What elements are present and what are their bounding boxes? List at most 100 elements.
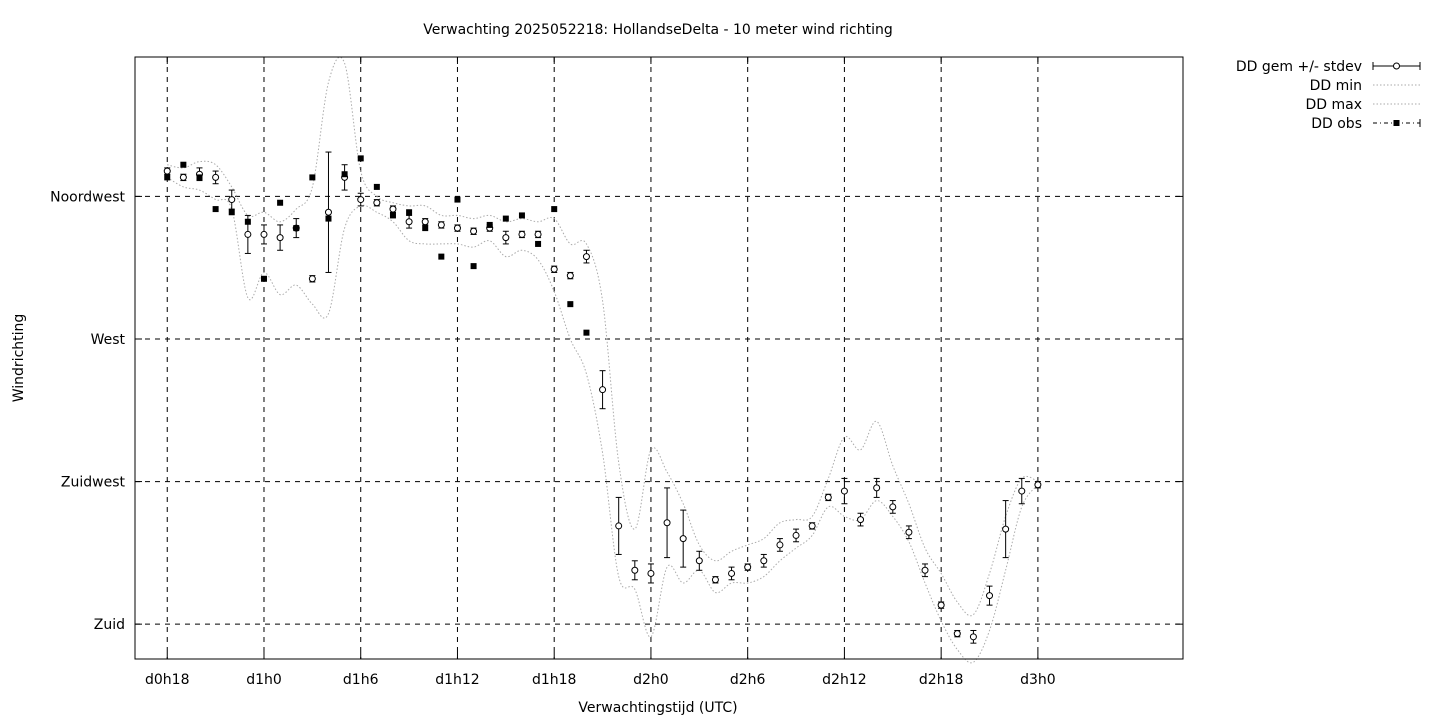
x-tick-label: d1h0 bbox=[246, 672, 282, 688]
mean-marker bbox=[744, 563, 752, 571]
obs-marker bbox=[551, 206, 558, 213]
x-axis-label: Verwachtingstijd (UTC) bbox=[578, 700, 737, 716]
mean-marker bbox=[502, 234, 510, 242]
legend-label: DD gem +/- stdev bbox=[1236, 59, 1362, 75]
obs-marker bbox=[502, 215, 509, 222]
mean-point bbox=[582, 249, 590, 264]
obs-marker bbox=[373, 183, 380, 190]
mean-point bbox=[953, 629, 961, 638]
y-tick-label: Zuid bbox=[94, 617, 125, 633]
mean-marker bbox=[824, 493, 832, 501]
mean-marker bbox=[518, 230, 526, 238]
legend-label: DD obs bbox=[1311, 116, 1362, 132]
mean-point bbox=[357, 192, 365, 207]
y-tick-label: Zuidwest bbox=[61, 475, 126, 491]
mean-point bbox=[163, 167, 171, 175]
x-axis-ticks: d0h18 d1h0 d1h6 d1h12 d1h18 d2h0 d2h6 d2h12 d2h1… bbox=[145, 57, 1056, 688]
mean-marker bbox=[647, 569, 655, 577]
mean-marker bbox=[857, 516, 865, 524]
mean-marker bbox=[534, 230, 542, 238]
mean-marker bbox=[663, 519, 671, 527]
mean-marker bbox=[615, 522, 623, 530]
mean-point bbox=[453, 224, 461, 232]
mean-marker bbox=[808, 522, 816, 530]
mean-point bbox=[663, 487, 671, 559]
mean-point bbox=[212, 170, 220, 185]
mean-stdev-series bbox=[163, 151, 1042, 644]
mean-marker bbox=[711, 576, 719, 584]
mean-point bbox=[792, 528, 800, 543]
x-tick-label: d3h0 bbox=[1020, 672, 1056, 688]
mean-point bbox=[857, 512, 865, 527]
mean-point bbox=[905, 525, 913, 540]
mean-marker bbox=[953, 630, 961, 638]
mean-marker bbox=[373, 199, 381, 207]
mean-point bbox=[179, 173, 187, 182]
mean-point bbox=[566, 271, 574, 280]
legend: DD gem +/- stdev DD min DD max DD obs bbox=[1236, 59, 1421, 132]
x-tick-label: d1h12 bbox=[435, 672, 479, 688]
obs-marker bbox=[486, 221, 493, 228]
mean-point bbox=[308, 275, 316, 283]
mean-marker bbox=[1034, 481, 1042, 489]
mean-marker bbox=[566, 272, 574, 280]
mean-point bbox=[647, 563, 655, 584]
mean-marker bbox=[1018, 487, 1026, 495]
mean-marker bbox=[937, 601, 945, 609]
obs-marker bbox=[470, 263, 477, 270]
y-axis-ticks: Zuid Zuidwest West Noordwest bbox=[50, 189, 1183, 633]
mean-point bbox=[921, 563, 929, 578]
x-tick-label: d1h6 bbox=[343, 672, 379, 688]
mean-marker bbox=[905, 528, 913, 536]
mean-marker bbox=[792, 531, 800, 539]
mean-point bbox=[744, 563, 752, 571]
mean-marker bbox=[453, 224, 461, 232]
dd-min-line bbox=[166, 176, 1039, 664]
obs-marker bbox=[389, 212, 396, 219]
mean-marker bbox=[631, 566, 639, 574]
mean-point bbox=[341, 164, 349, 191]
mean-marker bbox=[421, 218, 429, 226]
mean-point bbox=[889, 500, 897, 514]
legend-swatch bbox=[1393, 120, 1400, 126]
obs-marker bbox=[583, 329, 590, 336]
y-tick-label: Noordwest bbox=[50, 189, 125, 205]
x-tick-label: d1h18 bbox=[532, 672, 576, 688]
obs-marker bbox=[438, 253, 445, 260]
mean-point bbox=[969, 629, 977, 644]
obs-marker bbox=[535, 240, 542, 247]
mean-point bbox=[808, 522, 816, 530]
min-max-lines bbox=[166, 56, 1039, 664]
obs-marker bbox=[406, 209, 413, 216]
mean-point bbox=[1002, 500, 1010, 559]
mean-point bbox=[824, 493, 832, 502]
mean-point bbox=[695, 550, 703, 571]
mean-marker bbox=[921, 566, 929, 574]
mean-point bbox=[260, 224, 268, 245]
obs-marker bbox=[180, 161, 187, 168]
mean-marker bbox=[470, 227, 478, 235]
x-tick-label: d2h6 bbox=[730, 672, 766, 688]
mean-marker bbox=[679, 535, 687, 543]
chart-title: Verwachting 2025052218: HollandseDelta -… bbox=[423, 22, 892, 38]
obs-marker bbox=[196, 174, 203, 181]
mean-point bbox=[389, 205, 397, 213]
obs-marker bbox=[164, 174, 171, 181]
mean-marker bbox=[986, 592, 994, 600]
mean-marker bbox=[405, 218, 413, 226]
mean-point bbox=[937, 601, 945, 609]
mean-marker bbox=[357, 196, 365, 204]
mean-marker bbox=[212, 173, 220, 181]
mean-point bbox=[276, 224, 284, 251]
obs-marker bbox=[228, 209, 235, 216]
mean-marker bbox=[308, 275, 316, 283]
mean-point bbox=[760, 553, 768, 568]
mean-marker bbox=[695, 557, 703, 565]
obs-marker bbox=[422, 225, 429, 232]
mean-marker bbox=[550, 265, 558, 273]
mean-point bbox=[728, 566, 736, 581]
mean-point bbox=[840, 477, 848, 505]
mean-point bbox=[405, 214, 413, 229]
mean-marker bbox=[776, 541, 784, 549]
